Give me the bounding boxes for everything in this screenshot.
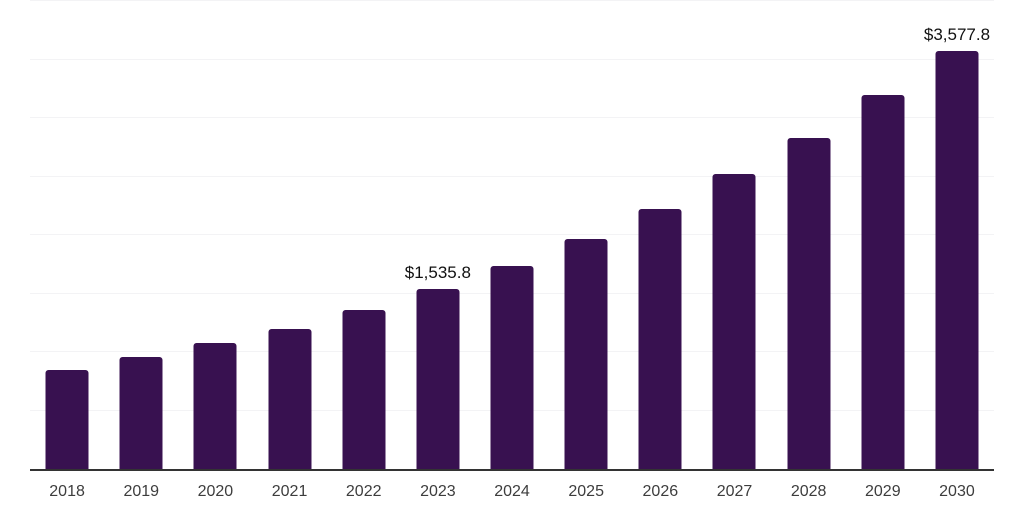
x-tick-2028: 2028 [790,483,827,500]
bar-group-2024 [475,0,549,469]
bar-2019 [119,357,163,469]
bar-2028 [787,137,831,469]
data-label-2023: $1,535.8 [404,263,471,283]
bar-group-2030: $3,577.8 [920,0,994,469]
x-tick-2018: 2018 [49,483,85,500]
bar-2025 [564,238,608,469]
bar-2020 [193,342,237,469]
bar-2029 [861,95,905,469]
bar-group-2022 [327,0,401,469]
bars-row: $1,535.8 $3,577.8 [30,0,994,469]
x-tick-2026: 2026 [642,483,679,500]
bar-2030 [935,50,979,469]
x-tick-2019: 2019 [123,483,160,500]
bar-2021 [268,329,312,469]
x-axis-labels: 2018 2019 2020 2021 2022 2023 2024 2025 2026 2027… [30,483,994,501]
plot-area: $1,535.8 $3,577.8 [30,0,994,471]
bar-group-2023: $1,535.8 [401,0,475,469]
x-tick-2027: 2027 [716,483,753,500]
x-tick-2024: 2024 [494,483,530,500]
bar-2027 [712,174,756,469]
x-tick-2021: 2021 [271,483,308,500]
x-tick-2025: 2025 [568,483,604,500]
bar-group-2019 [104,0,178,469]
x-tick-2020: 2020 [197,483,234,500]
x-axis-line [30,469,994,471]
bar-2026 [638,208,682,469]
bar-group-2029 [846,0,920,469]
data-label-2030: $3,577.8 [923,24,991,44]
bar-group-2028 [772,0,846,469]
gridline-3500 [30,58,994,60]
bar-group-2025 [549,0,623,469]
bar-group-2018 [30,0,104,469]
x-tick-2030: 2030 [939,483,975,500]
x-tick-2023: 2023 [420,483,456,500]
bar-2023 [416,289,460,469]
x-tick-2029: 2029 [865,483,901,500]
bar-group-2027 [697,0,771,469]
gridline-2000 [30,234,994,236]
gridline-4000 [30,0,994,2]
bar-2022 [342,310,386,469]
bar-group-2021 [252,0,326,469]
x-tick-2022: 2022 [345,483,382,500]
gridline-2500 [30,175,994,177]
bar-group-2020 [178,0,252,469]
bar-2018 [45,369,89,469]
bar-group-2026 [623,0,697,469]
bar-2024 [490,266,534,469]
gridline-3000 [30,117,994,119]
